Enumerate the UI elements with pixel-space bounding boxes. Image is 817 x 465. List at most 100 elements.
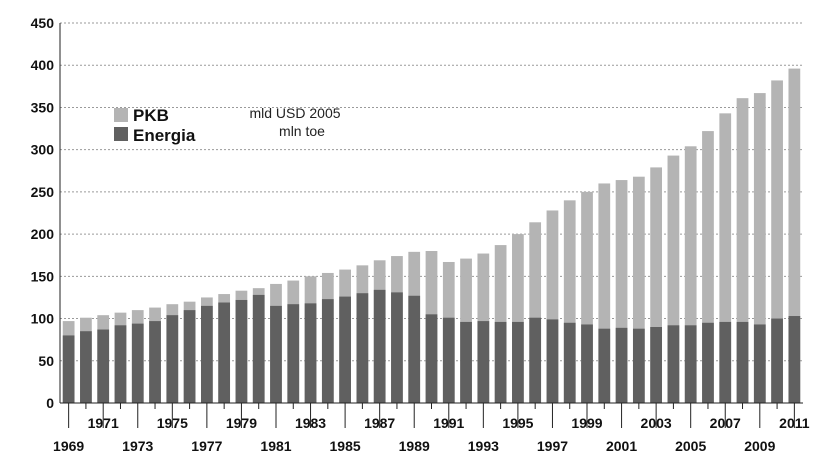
y-tick-label-200: 200: [31, 226, 55, 242]
x-tick-label-1985: 1985: [330, 438, 361, 454]
x-tick-label-1997: 1997: [537, 438, 568, 454]
bar-energia-1974: [149, 321, 161, 403]
x-tick-label-1981: 1981: [260, 438, 291, 454]
bar-energia-2002: [632, 328, 645, 403]
bar-energia-2009: [753, 324, 766, 403]
y-tick-label-50: 50: [38, 353, 54, 369]
x-tick-label-2003: 2003: [641, 415, 672, 431]
bar-energia-1992: [460, 321, 472, 403]
bar-energia-1972: [114, 325, 127, 403]
bar-pkb-2003: [650, 167, 663, 403]
bar-energia-1989: [408, 295, 421, 403]
y-tick-label-150: 150: [31, 268, 55, 284]
bar-energia-2000: [598, 328, 611, 403]
bar-energia-1996: [529, 317, 542, 403]
bar-energia-1971: [97, 329, 110, 403]
legend-swatch-energia: [114, 127, 128, 141]
bar-energia-1995: [512, 321, 524, 403]
unit-annotations: mld USD 2005 mln toe: [249, 105, 340, 139]
bar-pkb-2000: [598, 183, 611, 403]
bar-energia-1988: [391, 292, 403, 403]
bar-energia-1979: [235, 299, 248, 403]
unit-label-usd: mld USD 2005: [249, 105, 340, 121]
bar-pkb-2007: [719, 113, 732, 403]
legend-label-energia: Energia: [133, 126, 196, 145]
bar-energia-2007: [719, 321, 732, 403]
bar-pkb-2010: [771, 80, 783, 403]
bar-pkb-1995: [512, 234, 524, 403]
legend-label-pkb: PKB: [133, 106, 169, 125]
bars: [62, 68, 801, 404]
bar-energia-1976: [183, 310, 196, 403]
legend: PKB Energia: [114, 106, 196, 145]
bar-energia-2004: [667, 325, 680, 403]
bar-energia-1985: [339, 296, 351, 403]
bar-pkb-1996: [529, 222, 542, 403]
legend-swatch-pkb: [114, 108, 128, 122]
y-tick-label-0: 0: [46, 395, 54, 411]
bar-energia-1970: [80, 331, 92, 403]
x-tick-label-2007: 2007: [710, 415, 741, 431]
x-tick-label-2001: 2001: [606, 438, 637, 454]
y-tick-label-350: 350: [31, 99, 55, 115]
bar-pkb-2004: [667, 155, 680, 403]
x-axis-ticks: 1971 1975 1979 1983 1987 1991 1995 1999 2003 2007…: [53, 403, 810, 454]
bar-energia-1986: [356, 293, 369, 403]
bar-pkb-1997: [546, 210, 559, 403]
bar-energia-1993: [477, 321, 490, 403]
bar-energia-2005: [684, 325, 697, 403]
bar-energia-1980: [252, 294, 265, 403]
x-tick-label-2005: 2005: [675, 438, 706, 454]
x-tick-label-1991: 1991: [433, 415, 464, 431]
x-tick-label-2009: 2009: [744, 438, 775, 454]
bar-pkb-2006: [702, 131, 714, 404]
x-tick-label-1969: 1969: [53, 438, 84, 454]
bar-pkb-2002: [632, 176, 645, 403]
x-tick-label-1977: 1977: [191, 438, 222, 454]
bar-energia-1977: [200, 305, 213, 403]
bar-energia-2001: [615, 327, 628, 403]
y-tick-label-450: 450: [31, 15, 55, 31]
bar-energia-1978: [218, 302, 231, 403]
bar-energia-1969: [62, 335, 75, 403]
x-tick-label-1995: 1995: [502, 415, 533, 431]
x-tick-label-1973: 1973: [122, 438, 153, 454]
bar-energia-1994: [494, 321, 507, 403]
y-axis-ticks: 0 50 100 150 200 250 300 350 400 450: [31, 15, 55, 411]
bar-pkb-1999: [581, 191, 593, 403]
x-tick-label-1975: 1975: [157, 415, 188, 431]
bar-pkb-2008: [736, 98, 749, 404]
bar-energia-2006: [702, 322, 714, 403]
y-tick-label-300: 300: [31, 142, 55, 158]
bar-pkb-1998: [563, 200, 576, 403]
bar-energia-1987: [373, 289, 386, 403]
unit-label-toe: mln toe: [279, 123, 325, 139]
bar-energia-1990: [425, 314, 438, 403]
x-tick-label-1979: 1979: [226, 415, 257, 431]
x-tick-label-1999: 1999: [571, 415, 602, 431]
x-tick-label-1983: 1983: [295, 415, 326, 431]
bar-energia-1982: [287, 304, 300, 403]
bar-energia-2008: [736, 321, 749, 403]
x-tick-label-1989: 1989: [399, 438, 430, 454]
bar-energia-1983: [304, 303, 317, 403]
bar-energia-1973: [131, 323, 144, 403]
bar-energia-1997: [546, 319, 559, 403]
bar-energia-1999: [581, 324, 593, 403]
bar-pkb-2001: [615, 180, 628, 403]
bar-energia-1984: [321, 299, 334, 403]
bar-energia-2003: [650, 327, 663, 403]
x-tick-label-1993: 1993: [468, 438, 499, 454]
bar-energia-1981: [270, 305, 282, 403]
bar-energia-1991: [442, 317, 455, 403]
x-tick-label-2011: 2011: [779, 415, 810, 431]
bar-pkb-2005: [684, 146, 697, 404]
x-tick-label-1971: 1971: [88, 415, 119, 431]
x-tick-label-1987: 1987: [364, 415, 395, 431]
y-tick-label-250: 250: [31, 184, 55, 200]
bar-pkb-2011: [788, 68, 801, 403]
bar-energia-2011: [788, 316, 801, 403]
bar-energia-1998: [563, 322, 576, 403]
bar-energia-2010: [771, 318, 783, 403]
bar-energia-1975: [166, 315, 179, 403]
